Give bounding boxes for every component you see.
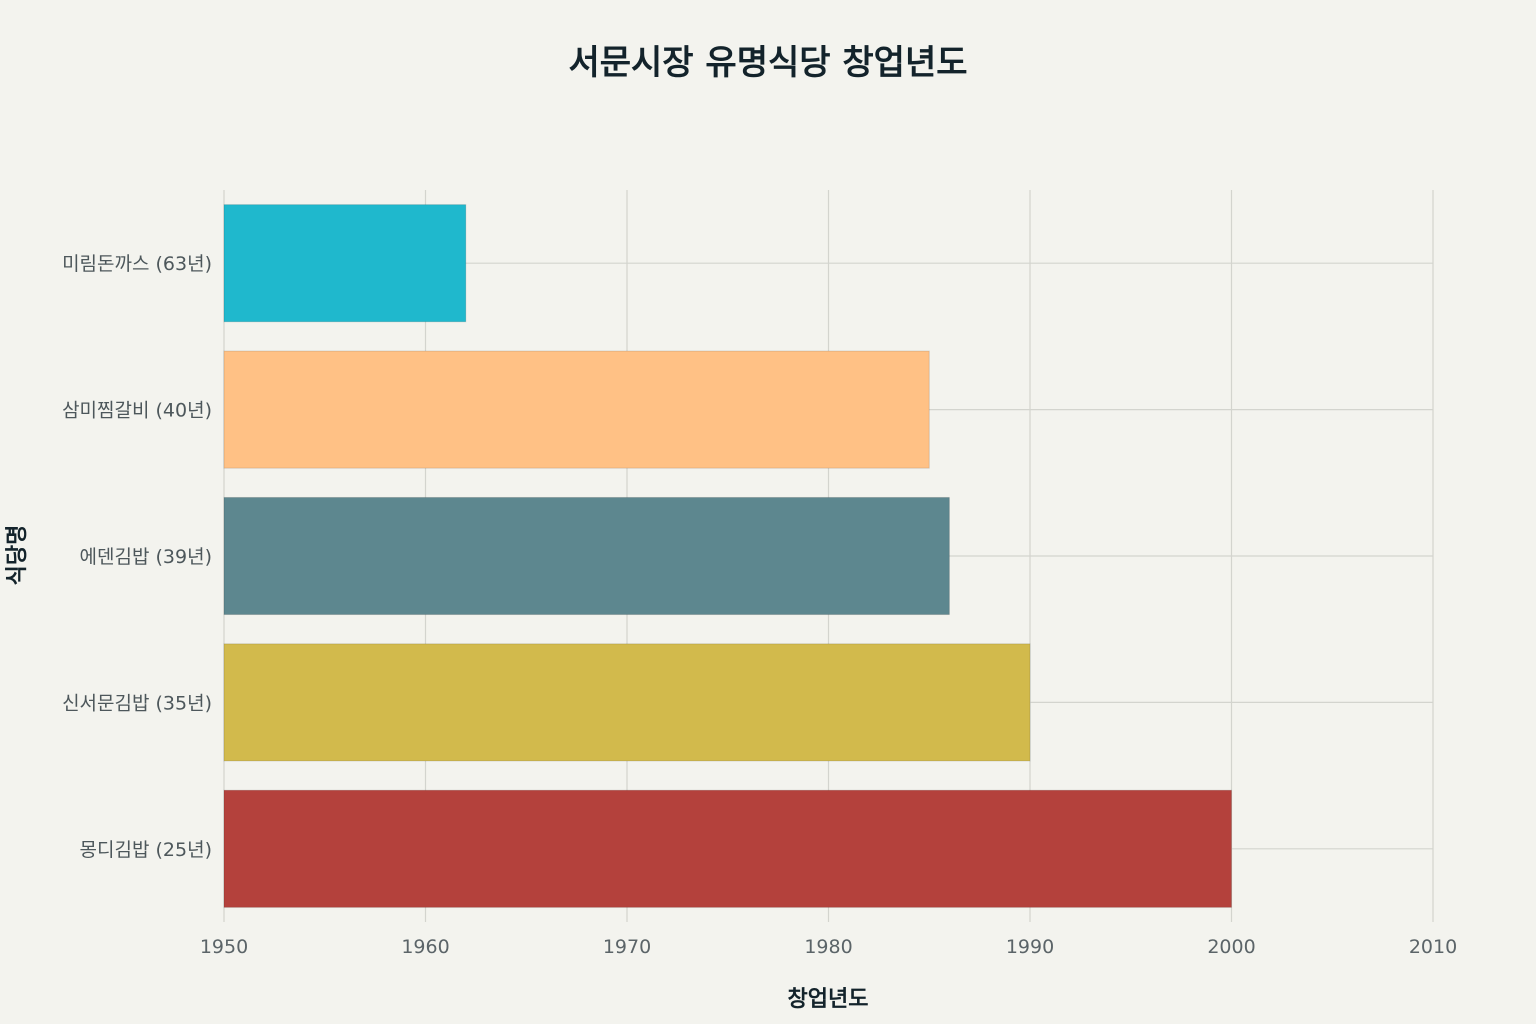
x-axis-tick-labels: 1950 1960 1970 1980 1990 2000 2010	[200, 936, 1457, 958]
y-tick-label: 에덴김밥 (39년)	[80, 546, 212, 568]
y-tick-label: 신서문김밥 (35년)	[62, 692, 212, 714]
bar	[223, 643, 1031, 762]
y-tick-label: 삼미찜갈비 (40년)	[62, 400, 212, 422]
x-tick-label: 1950	[200, 936, 248, 958]
bar	[223, 204, 467, 323]
bar	[223, 350, 930, 469]
y-axis-tick-labels: 미림돈까스 (63년) 삼미찜갈비 (40년) 에덴김밥 (39년) 신서문김밥 (3…	[62, 253, 212, 861]
y-axis-title: 식당명	[5, 525, 30, 586]
chart-title: 서문시장 유명식당 창업년도	[568, 43, 967, 83]
x-tick-label: 1980	[804, 936, 852, 958]
bar	[223, 496, 950, 616]
x-tick-label: 1990	[1006, 936, 1054, 958]
y-tick-label: 미림돈까스 (63년)	[62, 253, 212, 275]
bar	[223, 789, 1232, 908]
x-tick-label: 1970	[603, 936, 651, 958]
bars	[223, 204, 1232, 908]
x-tick-label: 2000	[1207, 936, 1255, 958]
x-tick-label: 2010	[1409, 936, 1457, 958]
x-tick-label: 1960	[401, 936, 449, 958]
x-axis-title: 창업년도	[788, 987, 869, 1012]
y-tick-label: 몽디김밥 (25년)	[80, 839, 212, 861]
